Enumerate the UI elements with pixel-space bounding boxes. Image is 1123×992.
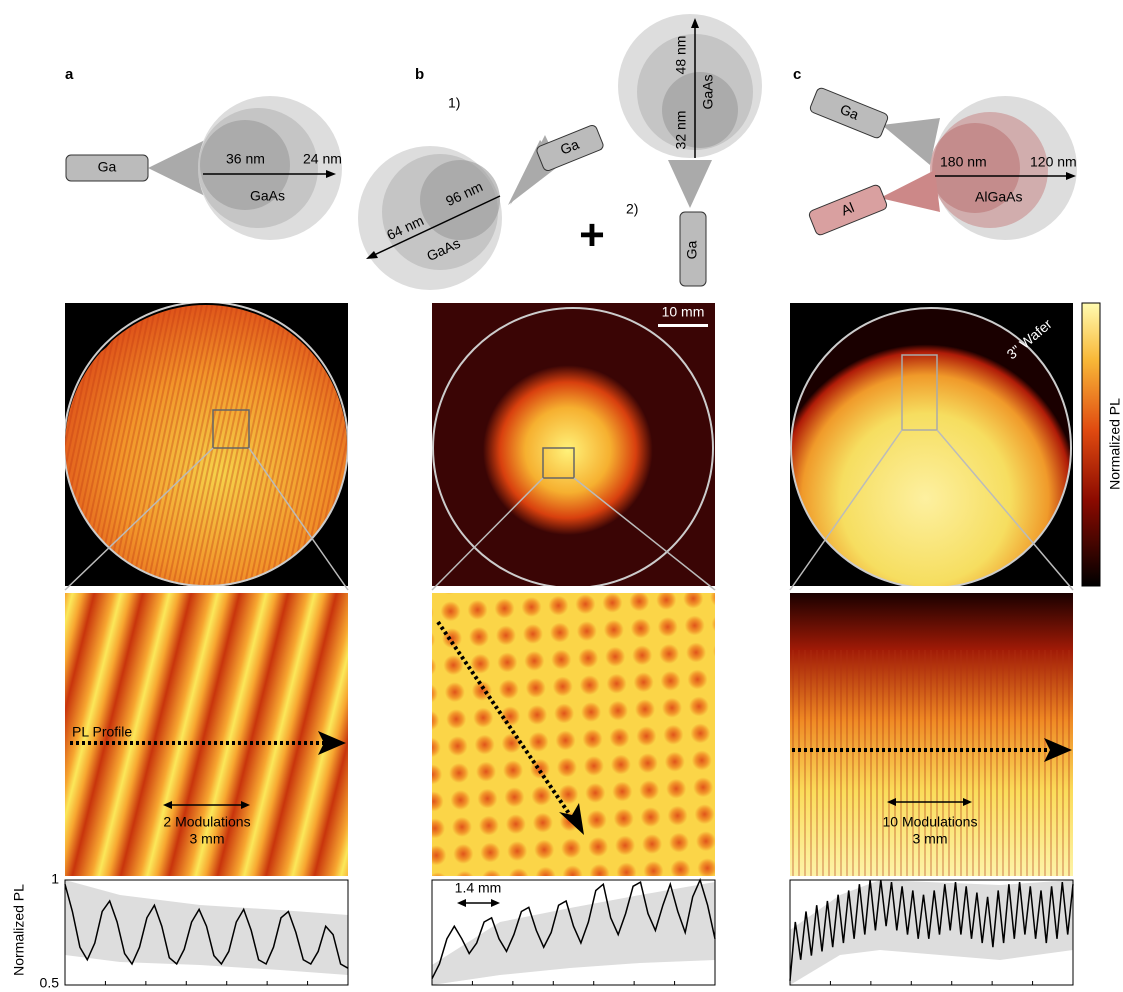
zoom-b <box>432 593 715 876</box>
wafer-map <box>432 303 715 586</box>
diagram-c: c Ga Al 180 nm 120 nm AlGaAs <box>793 66 1077 240</box>
step: 1) <box>448 95 460 111</box>
panel-label: a <box>65 66 74 83</box>
panel-label: c <box>793 66 801 83</box>
plus: + <box>579 211 605 260</box>
arrow-head <box>457 899 466 907</box>
annotation: 1.4 mm <box>455 880 502 896</box>
wafer-map <box>791 308 1071 588</box>
step: 2) <box>626 201 638 217</box>
arrow-head <box>491 899 500 907</box>
thickness: 32 nm <box>673 111 689 150</box>
zoom-map <box>432 593 715 876</box>
thickness: 180 nm <box>940 154 987 170</box>
annotation: 3 mm <box>190 831 225 847</box>
zoom-a: PL Profile 2 Modulations 3 mm <box>65 593 348 876</box>
beam <box>148 140 205 196</box>
y-tick-label: 0.5 <box>40 975 60 991</box>
annotation: 10 Modulations <box>883 814 978 830</box>
map-c: 3" Wafer <box>762 303 1103 618</box>
annotation: PL Profile <box>72 724 132 740</box>
map-b: 10 mm <box>432 303 715 588</box>
diagram-a: a Ga 36 nm 24 nm GaAs <box>65 66 342 240</box>
annotation: 2 Modulations <box>163 814 250 830</box>
colorbar-scale <box>1082 303 1100 586</box>
beam <box>668 160 712 208</box>
source: Ga <box>684 240 700 259</box>
thickness: 120 nm <box>1030 154 1077 170</box>
zoom-c: 10 Modulations 3 mm <box>790 593 1073 876</box>
thickness: 36 nm <box>226 151 265 167</box>
envelope <box>432 882 715 985</box>
material: GaAs <box>250 188 285 204</box>
source: Ga <box>98 159 117 175</box>
figure: 01 a Ga 36 nm 24 nm GaAs b 1) Ga 64 nm 9… <box>0 0 1123 992</box>
diagram-b: b 1) Ga 64 nm 96 nm GaAs + 2) 48 nm 32 n… <box>358 14 762 290</box>
material: GaAs <box>700 74 716 109</box>
y-tick-label: 1 <box>51 871 59 887</box>
scale-bar <box>658 324 708 327</box>
profiles: Normalized PL 1.4 mm 0.5 1 <box>11 871 1073 991</box>
thickness: 24 nm <box>303 151 342 167</box>
beam <box>882 118 940 165</box>
colorbar-label: Normalized PL <box>1107 398 1123 490</box>
clip <box>30 270 120 360</box>
y-axis-label: Normalized PL <box>11 884 27 976</box>
material: AlGaAs <box>975 189 1022 205</box>
annotation: 3 mm <box>913 831 948 847</box>
scale-label: 10 mm <box>662 304 705 320</box>
beam <box>880 170 940 212</box>
thickness: 48 nm <box>673 36 689 75</box>
panel-label: b <box>415 66 424 83</box>
colorbar: Normalized PL <box>1082 303 1123 586</box>
